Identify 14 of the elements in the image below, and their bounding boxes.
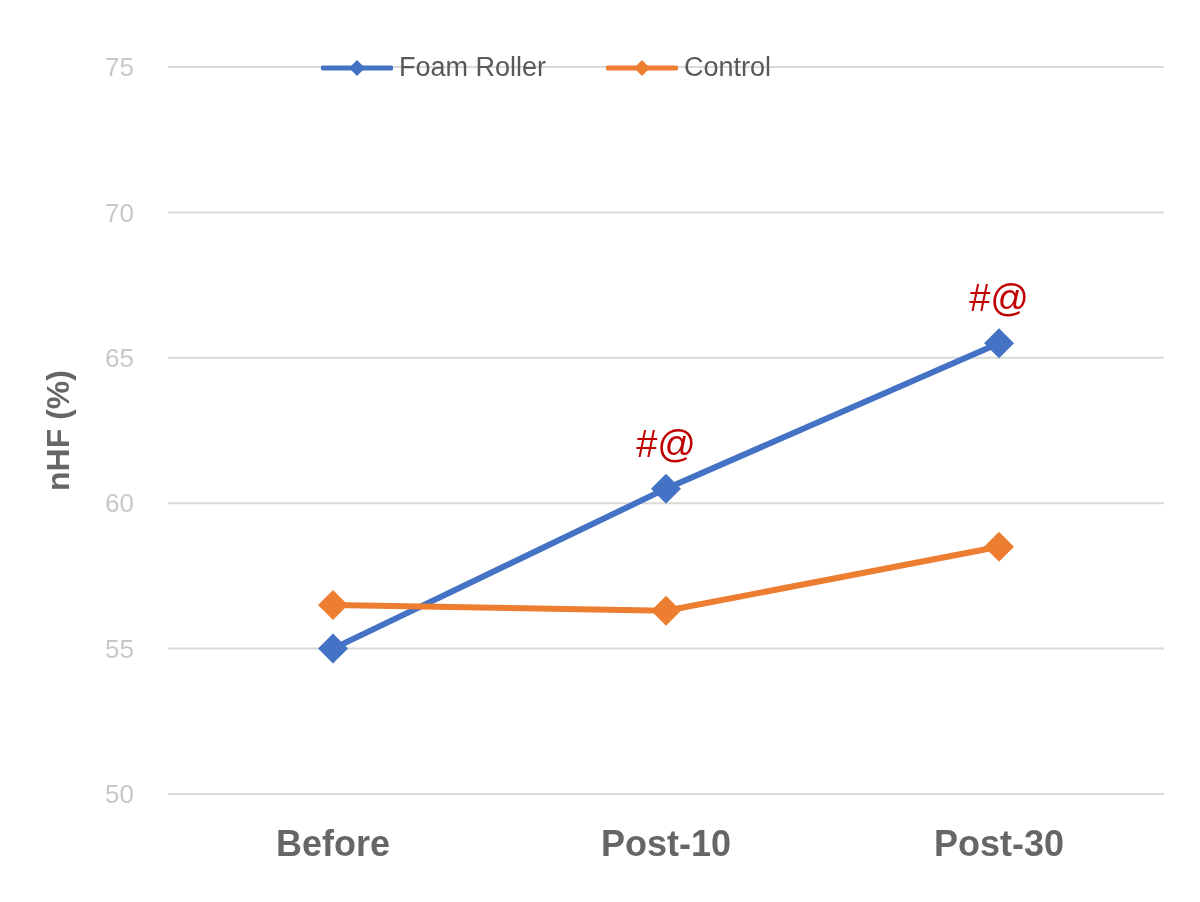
point — [984, 531, 1014, 562]
point — [318, 633, 348, 664]
legend-label: Control — [684, 52, 772, 83]
annotation: #@ — [636, 422, 696, 465]
point — [651, 595, 681, 626]
annotation: #@ — [969, 277, 1029, 320]
point — [651, 473, 681, 504]
x-tick-label: Post-30 — [933, 822, 1065, 864]
point — [984, 328, 1014, 359]
legend-label: Foam Roller — [398, 52, 546, 83]
x-tick-label: Post-10 — [600, 822, 732, 864]
y-axis-title: nHF (%) — [40, 370, 77, 491]
x-tick-label: Before — [275, 822, 391, 864]
point — [318, 589, 348, 620]
